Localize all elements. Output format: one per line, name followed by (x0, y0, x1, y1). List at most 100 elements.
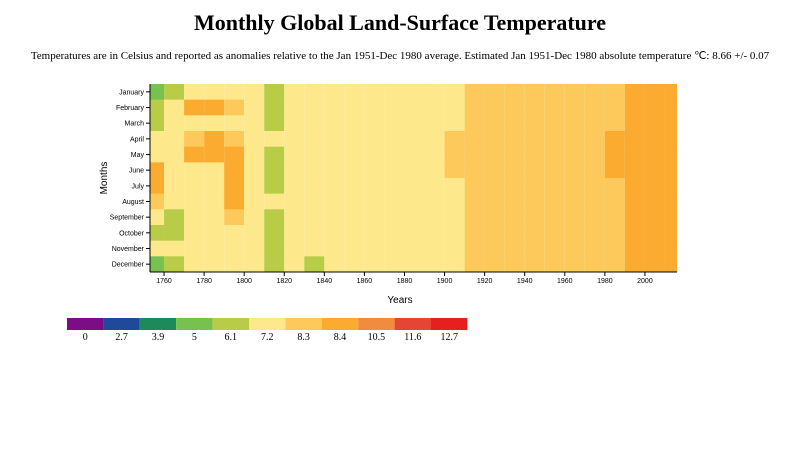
heatmap-cell (150, 162, 165, 179)
heatmap-cell (484, 193, 505, 210)
heatmap-cell (284, 225, 305, 241)
heatmap-cell (524, 209, 545, 226)
heatmap-cell (204, 99, 225, 116)
heatmap-cell (584, 84, 605, 100)
heatmap-cell (150, 225, 165, 241)
heatmap-cell (204, 162, 225, 179)
heatmap-cell (324, 193, 345, 210)
heatmap-cell (164, 209, 185, 226)
heatmap-cell (644, 131, 665, 147)
y-axis: January February March April May June July Augu… (110, 84, 151, 272)
heatmap-cell (564, 162, 585, 179)
heatmap-cell (504, 209, 525, 226)
heatmap-cell (364, 193, 385, 210)
y-tick-label-june: June (129, 168, 144, 175)
heatmap-cell (184, 99, 205, 116)
heatmap-cell (150, 193, 165, 210)
heatmap-cell (384, 131, 405, 147)
y-tick-label-december: December (112, 262, 145, 269)
y-tick-label-april: April (130, 136, 144, 143)
heatmap-cell (204, 115, 225, 132)
heatmap-cell (384, 178, 405, 194)
heatmap-cell (664, 131, 677, 147)
heatmap-cell (484, 256, 505, 273)
heatmap-cell (364, 178, 385, 194)
heatmap-cell (544, 99, 565, 116)
heatmap-cell (424, 225, 445, 241)
heatmap-cell (624, 115, 645, 132)
heatmap-cell (244, 225, 265, 241)
heatmap-cell (644, 146, 665, 163)
heatmap-cell (564, 225, 585, 241)
heatmap-cell (544, 256, 565, 273)
heatmap-cell (224, 209, 245, 226)
heatmap-cell (404, 84, 425, 100)
legend-label: 7.2 (261, 332, 274, 343)
heatmap-cell (584, 178, 605, 194)
heatmap-cell (624, 256, 645, 273)
heatmap-cell (604, 99, 625, 116)
heatmap-cell (544, 240, 565, 257)
heatmap-cell (424, 209, 445, 226)
heatmap-cell (404, 193, 425, 210)
heatmap-cell (184, 225, 205, 241)
legend-label: 5 (192, 332, 197, 343)
heatmap-cell (604, 115, 625, 132)
heatmap-cell (584, 131, 605, 147)
heatmap-cell (344, 193, 365, 210)
heatmap-cell (304, 162, 325, 179)
heatmap-cell (504, 99, 525, 116)
heatmap-cell (484, 131, 505, 147)
heatmap-cell (544, 193, 565, 210)
legend-swatch (321, 318, 359, 330)
legend-swatch (249, 318, 286, 330)
heatmap-cell (150, 209, 165, 226)
heatmap-cell (284, 256, 305, 273)
heatmap-cell (464, 225, 485, 241)
heatmap-cell (564, 115, 585, 132)
heatmap-cell (324, 131, 345, 147)
heatmap-cell (604, 225, 625, 241)
heatmap-cell (524, 225, 545, 241)
heatmap-cell (584, 209, 605, 226)
heatmap-cell (224, 162, 245, 179)
heatmap-cell (424, 131, 445, 147)
heatmap-cell (304, 146, 325, 163)
heatmap-cell (664, 84, 677, 100)
heatmap-cell (224, 193, 245, 210)
legend-swatch (103, 318, 140, 330)
heatmap-cell (150, 131, 165, 147)
y-tick-label-march: March (125, 121, 145, 128)
heatmap-cell (664, 256, 677, 273)
x-tick-label: 2000 (637, 278, 653, 285)
heatmap-cell (444, 193, 465, 210)
x-axis-label: Years (387, 295, 412, 306)
heatmap-cell (464, 115, 485, 132)
heatmap-cell (424, 162, 445, 179)
heatmap-cell (204, 240, 225, 257)
heatmap-cell (164, 131, 185, 147)
heatmap-cell (404, 162, 425, 179)
heatmap-cell (464, 146, 485, 163)
heatmap-cell (150, 115, 165, 132)
heatmap-cell (584, 240, 605, 257)
legend-label: 8.3 (297, 332, 310, 343)
y-tick-label-january: January (119, 89, 144, 96)
heatmap-cell (504, 162, 525, 179)
heatmap-cell (464, 84, 485, 100)
heatmap-cell (544, 162, 565, 179)
heatmap-cell (624, 178, 645, 194)
legend-swatch (67, 318, 104, 330)
heatmap-cell (344, 256, 365, 273)
heatmap-cell (384, 225, 405, 241)
heatmap-cell (304, 84, 325, 100)
heatmap-cell (284, 162, 305, 179)
heatmap-cell (304, 240, 325, 257)
x-tick-label: 1960 (557, 278, 573, 285)
heatmap-cell (324, 178, 345, 194)
heatmap-cell (324, 162, 345, 179)
heatmap-cell (424, 256, 445, 273)
heatmap-cell (244, 209, 265, 226)
heatmap-cell (304, 209, 325, 226)
